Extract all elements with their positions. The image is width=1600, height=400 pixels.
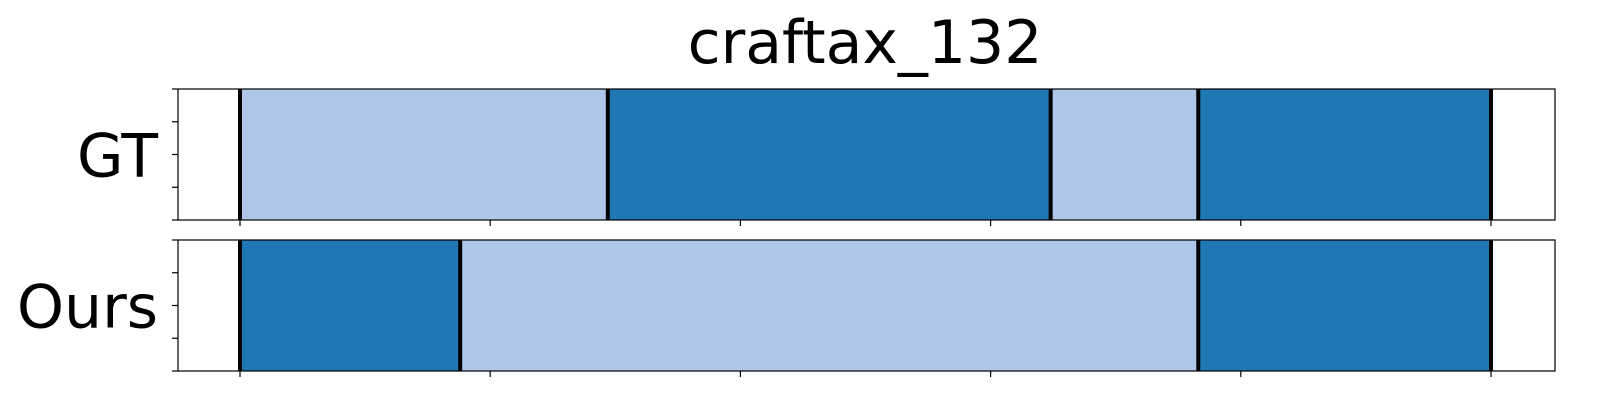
row-0: GT: [77, 88, 1556, 226]
row-1: Ours: [17, 239, 1556, 377]
segment-1-0: [240, 240, 461, 371]
row-label-1: Ours: [17, 273, 158, 343]
rows-layer: GT Ours: [17, 88, 1556, 377]
segment-0-1: [607, 89, 1051, 220]
chart-title: craftax_132: [688, 8, 1043, 78]
segment-1-1: [460, 240, 1199, 371]
segment-1-2: [1198, 240, 1491, 371]
row-label-0: GT: [77, 122, 158, 192]
segment-0-0: [240, 89, 608, 220]
segment-0-2: [1050, 89, 1199, 220]
segment-0-3: [1198, 89, 1491, 220]
